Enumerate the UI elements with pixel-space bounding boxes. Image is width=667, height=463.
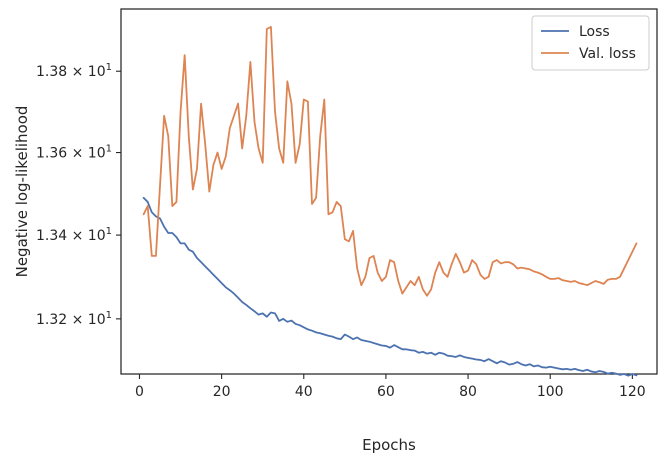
x-tick-label-40: 40 bbox=[295, 384, 313, 400]
y-axis-label: Negative log-likelihood bbox=[13, 106, 31, 278]
x-tick-label-80: 80 bbox=[459, 384, 477, 400]
x-tick-label-0: 0 bbox=[135, 384, 144, 400]
x-axis-ticks: 0 20 40 60 80 100 120 bbox=[135, 374, 646, 400]
legend-label-val-loss: Val. loss bbox=[579, 46, 636, 62]
y-tick-label-0: 1.32 × 101 bbox=[36, 310, 112, 328]
x-axis-label: Epochs bbox=[362, 436, 416, 454]
x-tick-label-60: 60 bbox=[377, 384, 395, 400]
legend: Loss Val. loss bbox=[531, 15, 650, 71]
series-line-val-loss bbox=[142, 26, 638, 297]
legend-label-loss: Loss bbox=[579, 24, 610, 40]
x-tick-label-20: 20 bbox=[213, 384, 231, 400]
y-tick-label-3: 1.38 × 101 bbox=[36, 62, 112, 80]
y-tick-label-2: 1.36 × 101 bbox=[36, 144, 112, 162]
y-axis-ticks: 1.32 × 101 1.34 × 101 1.36 × 101 1.38 × 101 bbox=[36, 62, 121, 328]
series-line-loss bbox=[142, 196, 638, 377]
series-layer bbox=[142, 26, 638, 377]
x-tick-label-120: 120 bbox=[619, 384, 646, 400]
x-tick-label-100: 100 bbox=[537, 384, 564, 400]
y-tick-label-1: 1.34 × 101 bbox=[36, 226, 112, 244]
legend-box bbox=[531, 15, 650, 71]
